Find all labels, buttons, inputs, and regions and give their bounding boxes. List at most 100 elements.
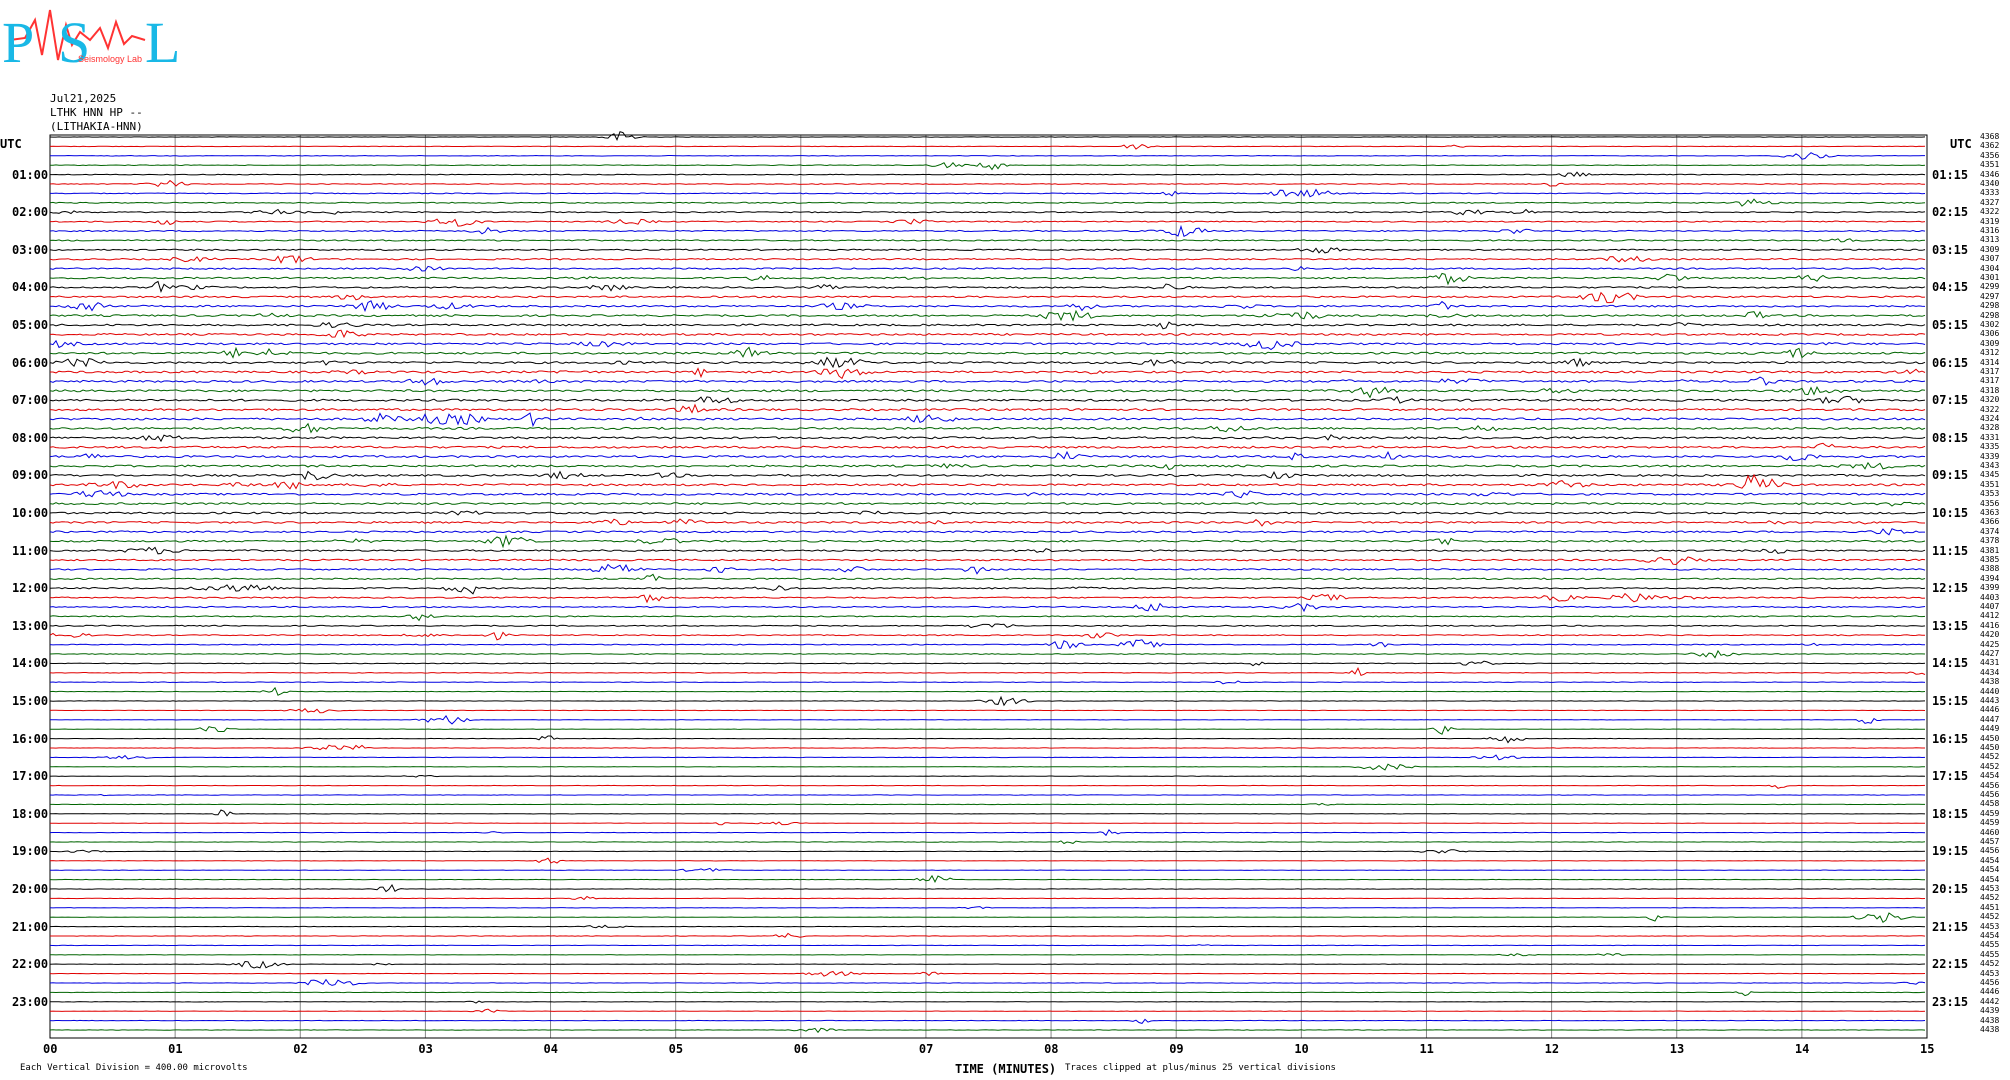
station-label: LTHK HNN HP -- bbox=[50, 106, 143, 119]
trace-offset-label: 4453 bbox=[1980, 884, 2000, 893]
trace-black bbox=[49, 208, 1926, 216]
trace-red bbox=[49, 255, 1926, 264]
trace-red bbox=[49, 442, 1926, 449]
trace-offset-label: 4346 bbox=[1980, 169, 2000, 179]
trace-blue bbox=[50, 300, 1926, 313]
trace-offset-label: 4454 bbox=[1980, 865, 2000, 875]
trace-offset-label: 4362 bbox=[1980, 141, 2000, 151]
trace-red bbox=[49, 667, 1926, 677]
hour-label-right: 19:15 bbox=[1932, 844, 1969, 859]
utc-left-label: UTC bbox=[0, 137, 22, 151]
hour-label-right: 23:15 bbox=[1932, 994, 1969, 1009]
trace-blue bbox=[49, 978, 1926, 986]
hour-label-left: 22:00 bbox=[12, 957, 49, 972]
hour-label-right: 04:15 bbox=[1932, 280, 1969, 295]
trace-offset-label: 4314 bbox=[1980, 357, 2000, 367]
trace-offset-label: 4313 bbox=[1980, 235, 2000, 245]
trace-blue bbox=[49, 906, 1926, 910]
trace-offset-label: 4340 bbox=[1980, 179, 2000, 188]
hour-label-left: 20:00 bbox=[12, 882, 49, 896]
trace-green bbox=[49, 649, 1926, 659]
trace-blue bbox=[49, 376, 1926, 386]
trace-offset-label: 4449 bbox=[1980, 724, 2000, 734]
trace-blue bbox=[49, 828, 1926, 837]
hour-label-left: 13:00 bbox=[12, 618, 49, 633]
trace-offset-label: 4327 bbox=[1980, 197, 2000, 207]
trace-green bbox=[49, 162, 1926, 171]
hour-label-right: 17:15 bbox=[1932, 769, 1969, 784]
trace-offset-label: 4447 bbox=[1980, 714, 2000, 724]
hour-label-right: 15:15 bbox=[1932, 694, 1969, 708]
trace-blue bbox=[49, 639, 1926, 650]
trace-blue bbox=[49, 450, 1926, 461]
trace-black bbox=[49, 546, 1926, 555]
trace-offset-label: 4366 bbox=[1980, 517, 2000, 527]
utc-right-label: UTC bbox=[1950, 137, 1972, 151]
trace-offset-label: 4316 bbox=[1980, 226, 2000, 235]
trace-blue bbox=[49, 944, 1926, 947]
logo-seismogram bbox=[9, 9, 146, 61]
hour-label-right: 11:15 bbox=[1932, 543, 1969, 558]
trace-offset-label: 4339 bbox=[1980, 451, 2000, 461]
trace-offset-label: 4452 bbox=[1980, 959, 2000, 969]
trace-offset-label: 4317 bbox=[1980, 376, 2000, 386]
hour-label-left: 04:00 bbox=[12, 280, 49, 295]
hour-label-right: 16:15 bbox=[1932, 731, 1969, 746]
hour-label-right: 06:15 bbox=[1932, 355, 1969, 370]
trace-black bbox=[49, 623, 1926, 629]
trace-offset-label: 4443 bbox=[1980, 696, 2000, 705]
x-tick-label: 01 bbox=[168, 1042, 183, 1056]
trace-green bbox=[49, 725, 1926, 735]
trace-red bbox=[50, 821, 1925, 826]
trace-green bbox=[50, 991, 1926, 997]
hour-label-left: 11:00 bbox=[12, 543, 49, 558]
trace-green bbox=[49, 309, 1926, 322]
trace-green bbox=[49, 272, 1926, 286]
trace-green bbox=[49, 501, 1926, 507]
trace-offset-label: 4363 bbox=[1980, 508, 2000, 517]
location-label: (LITHAKIA-HNN) bbox=[50, 120, 143, 133]
x-tick-label: 08 bbox=[1044, 1042, 1059, 1056]
trace-offset-label: 4304 bbox=[1980, 263, 2000, 273]
trace-offset-label: 4407 bbox=[1980, 602, 2000, 611]
trace-offset-label: 4453 bbox=[1980, 921, 2000, 931]
hour-label-left: 18:00 bbox=[12, 806, 49, 821]
scale-note: Each Vertical Division = 400.00 microvol… bbox=[20, 1063, 248, 1073]
trace-offset-label: 4458 bbox=[1980, 799, 2000, 809]
trace-blue bbox=[49, 680, 1926, 685]
trace-offset-label: 4368 bbox=[1980, 132, 2000, 141]
trace-offset-label: 4452 bbox=[1980, 893, 2000, 903]
trace-offset-label: 4345 bbox=[1980, 470, 2000, 480]
trace-blue bbox=[49, 867, 1925, 872]
trace-green bbox=[50, 802, 1925, 806]
trace-offset-label: 4440 bbox=[1980, 686, 2000, 696]
hour-label-left: 07:00 bbox=[12, 393, 49, 408]
hour-label-left: 14:00 bbox=[12, 656, 49, 671]
x-tick-label: 13 bbox=[1669, 1042, 1685, 1056]
trace-red bbox=[49, 784, 1926, 789]
trace-black bbox=[50, 171, 1926, 178]
hour-label-right: 13:15 bbox=[1932, 618, 1969, 633]
trace-offset-label: 4299 bbox=[1980, 282, 2000, 292]
trace-blue bbox=[50, 715, 1926, 725]
trace-red bbox=[49, 1008, 1926, 1013]
trace-red bbox=[49, 857, 1926, 864]
trace-offset-label: 4460 bbox=[1980, 827, 2000, 837]
trace-black bbox=[49, 774, 1926, 778]
trace-offset-label: 4431 bbox=[1980, 658, 2000, 668]
trace-offset-label: 4333 bbox=[1980, 188, 2000, 198]
trace-black bbox=[49, 395, 1926, 404]
trace-black bbox=[49, 280, 1926, 293]
x-tick-label: 04 bbox=[543, 1042, 558, 1056]
trace-offset-label: 4450 bbox=[1980, 743, 2000, 752]
trace-offset-label: 4452 bbox=[1980, 912, 2000, 922]
trace-offset-label: 4351 bbox=[1980, 479, 2000, 489]
trace-black bbox=[49, 960, 1926, 969]
trace-offset-label: 4453 bbox=[1980, 968, 2000, 978]
hour-label-left: 23:00 bbox=[12, 994, 49, 1009]
trace-blue bbox=[50, 152, 1925, 160]
hour-label-left: 05:00 bbox=[12, 318, 49, 332]
hour-label-right: 01:15 bbox=[1932, 167, 1969, 182]
trace-offset-label: 4298 bbox=[1980, 310, 2000, 320]
trace-blue bbox=[49, 563, 1926, 575]
